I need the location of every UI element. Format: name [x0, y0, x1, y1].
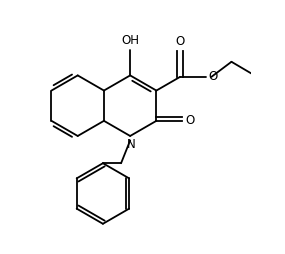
Text: N: N: [127, 138, 136, 151]
Text: O: O: [175, 36, 185, 49]
Text: O: O: [186, 114, 195, 127]
Text: OH: OH: [121, 35, 139, 47]
Text: O: O: [208, 70, 218, 83]
